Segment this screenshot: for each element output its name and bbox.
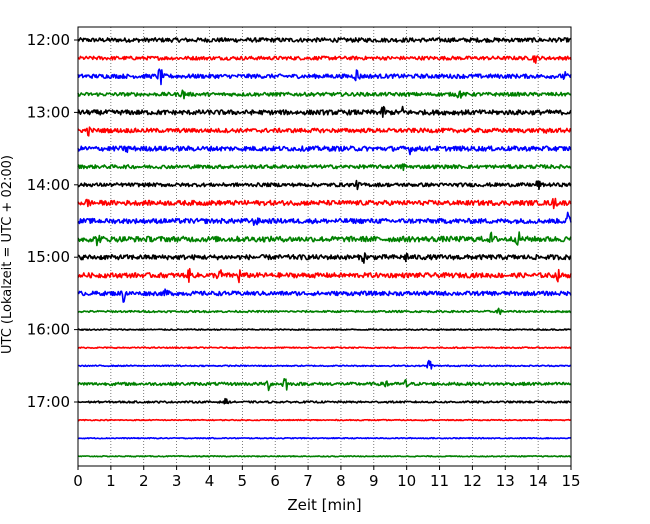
trace-line-1200 — [77, 37, 572, 43]
x-tick-label: 4 — [205, 472, 215, 490]
trace-line-1630 — [77, 359, 572, 370]
x-axis-label: Zeit [min] — [287, 496, 361, 514]
y-tick-label: 16:00 — [27, 321, 70, 339]
x-tick-label: 15 — [561, 472, 580, 490]
trace-line-1245 — [77, 89, 572, 100]
trace-line-1315 — [77, 126, 572, 137]
trace-line-1645 — [77, 377, 572, 392]
x-tick-label: 10 — [397, 472, 416, 490]
y-tick-label: 14:00 — [27, 176, 70, 194]
trace-line-1430 — [77, 211, 572, 226]
x-tick-label: 3 — [172, 472, 182, 490]
x-tick-label: 14 — [529, 472, 548, 490]
x-tick-label: 9 — [369, 472, 379, 490]
y-tick-label: 17:00 — [27, 393, 70, 411]
vertical-grid — [110, 27, 539, 466]
plot-frame — [77, 26, 572, 467]
y-tick-label: 15:00 — [27, 248, 70, 266]
trace-line-1300 — [77, 105, 572, 118]
trace-line-1745 — [77, 454, 572, 458]
x-tick-label: 7 — [303, 472, 313, 490]
trace-line-1715 — [77, 418, 572, 422]
trace-line-1345 — [77, 163, 572, 172]
trace-line-1500 — [77, 252, 572, 264]
trace-line-1600 — [78, 328, 572, 332]
x-tick-label: 0 — [73, 472, 83, 490]
trace-line-1415 — [77, 197, 572, 210]
trace-line-1515 — [77, 267, 572, 284]
y-axis-label: UTC (Lokalzeit = UTC + 02:00) — [0, 155, 15, 354]
trace-line-1230 — [77, 68, 572, 86]
trace-line-1400 — [77, 179, 572, 191]
trace-line-1615 — [77, 346, 572, 350]
traces — [77, 37, 572, 458]
x-tick-label: 8 — [336, 472, 346, 490]
x-ticks: 0 1 2 3 4 5 6 7 8 9 10 11 12 13 14 15 — [73, 466, 581, 490]
y-ticks: 12:00 13:00 14:00 15:00 16:00 17:00 — [27, 31, 78, 411]
x-tick-label: 12 — [463, 472, 482, 490]
x-tick-label: 6 — [270, 472, 280, 490]
x-tick-label: 13 — [496, 472, 515, 490]
x-tick-label: 2 — [139, 472, 149, 490]
trace-line-1545 — [77, 307, 572, 316]
trace-line-1215 — [77, 55, 572, 64]
trace-line-1530 — [77, 288, 572, 303]
trace-line-1730 — [78, 436, 572, 440]
trace-line-1330 — [77, 145, 572, 156]
y-tick-label: 12:00 — [27, 31, 70, 49]
trace-line-1445 — [77, 231, 572, 247]
trace-line-1700 — [77, 397, 572, 405]
x-tick-label: 1 — [106, 472, 116, 490]
x-tick-label: 11 — [430, 472, 449, 490]
y-tick-label: 13:00 — [27, 103, 70, 121]
x-tick-label: 5 — [238, 472, 248, 490]
